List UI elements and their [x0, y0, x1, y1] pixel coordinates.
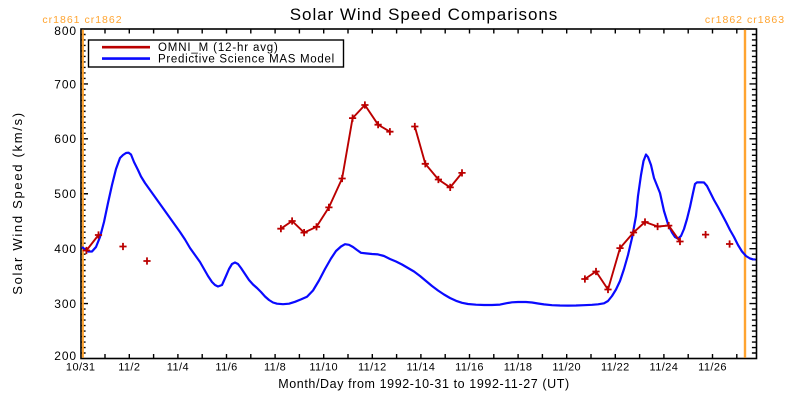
- svg-text:Predictive Science MAS Model: Predictive Science MAS Model: [158, 54, 335, 66]
- svg-text:11/4: 11/4: [167, 362, 189, 374]
- svg-text:10/31: 10/31: [66, 362, 96, 374]
- svg-text:cr1861 cr1862: cr1861 cr1862: [42, 14, 122, 26]
- svg-text:11/14: 11/14: [407, 362, 436, 374]
- svg-text:11/2: 11/2: [118, 362, 140, 374]
- svg-text:11/6: 11/6: [215, 362, 237, 374]
- svg-text:800: 800: [54, 24, 77, 38]
- svg-text:Month/Day from 1992-10-31 to 1: Month/Day from 1992-10-31 to 1992-11-27 …: [278, 377, 570, 391]
- svg-text:300: 300: [54, 297, 77, 311]
- svg-text:11/22: 11/22: [601, 362, 630, 374]
- svg-text:11/26: 11/26: [698, 362, 727, 374]
- svg-text:500: 500: [54, 187, 77, 201]
- svg-text:11/10: 11/10: [309, 362, 338, 374]
- svg-text:11/16: 11/16: [455, 362, 484, 374]
- svg-text:OMNI_M (12-hr avg): OMNI_M (12-hr avg): [158, 42, 279, 54]
- svg-text:11/8: 11/8: [264, 362, 286, 374]
- svg-text:600: 600: [54, 132, 77, 146]
- svg-text:700: 700: [54, 77, 77, 91]
- svg-text:200: 200: [54, 349, 77, 363]
- svg-text:cr1862 cr1863: cr1862 cr1863: [705, 14, 785, 26]
- svg-text:Solar Wind Speed Comparisons: Solar Wind Speed Comparisons: [290, 5, 559, 24]
- svg-text:400: 400: [54, 242, 77, 256]
- svg-text:Solar Wind Speed (km/s): Solar Wind Speed (km/s): [10, 111, 25, 295]
- svg-text:11/12: 11/12: [358, 362, 387, 374]
- svg-text:11/18: 11/18: [504, 362, 533, 374]
- svg-text:11/20: 11/20: [552, 362, 581, 374]
- svg-text:11/24: 11/24: [650, 362, 679, 374]
